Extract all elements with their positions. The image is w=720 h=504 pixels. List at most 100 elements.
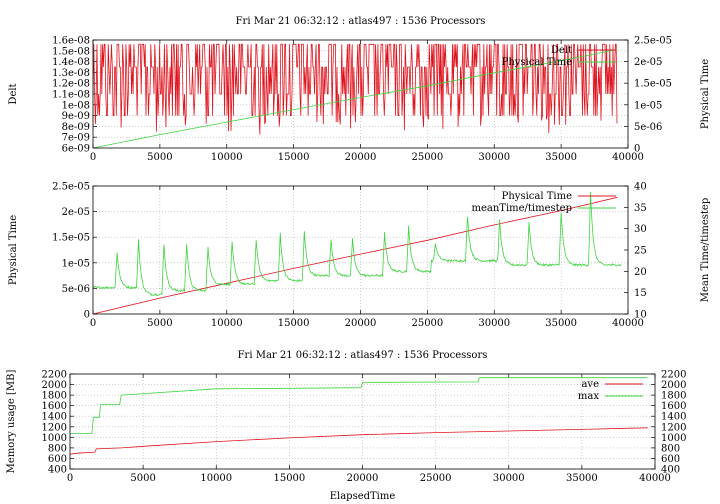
x-tick-label: 40000: [612, 152, 644, 163]
x-tick-label: 10000: [211, 318, 243, 329]
y2-tick-label: 40: [634, 182, 647, 193]
y2-tick-label: 1800: [661, 391, 686, 402]
x-tick-label: 20000: [345, 152, 377, 163]
y2-tick-label: 15: [634, 288, 647, 299]
x-tick-label: 10000: [211, 152, 243, 163]
y2-tick-label: 0: [634, 144, 640, 155]
legend-label: Delt: [551, 45, 572, 56]
x-tick-label: 5000: [147, 152, 172, 163]
series-line-delt: [93, 43, 618, 135]
y-tick-label: 1400: [42, 412, 67, 423]
x-tick-label: 40000: [612, 318, 644, 329]
y2-tick-label: 30: [634, 224, 647, 235]
memory-usage-chart: Fri Mar 21 06:32:12 : atlas497 : 1536 Pr…: [6, 350, 686, 502]
y2-axis-label: Physical Time: [700, 59, 711, 129]
plot-area: [93, 191, 622, 314]
x-tick-label: 40000: [639, 473, 671, 484]
x-tick-label: 25000: [420, 473, 452, 484]
y2-tick-label: 5e-06: [634, 122, 662, 133]
y-tick-label: 1.1e-08: [52, 90, 90, 101]
y-tick-label: 1.5e-08: [52, 46, 90, 57]
x-tick-label: 15000: [278, 152, 310, 163]
x-tick-label: 35000: [566, 473, 598, 484]
y-tick-label: 800: [48, 443, 67, 454]
y-tick-label: 1e-08: [62, 100, 90, 111]
y-tick-label: 0: [84, 310, 90, 321]
plot-frame: [92, 39, 629, 149]
plot-frame: [92, 185, 629, 315]
chart-title: Fri Mar 21 06:32:12 : atlas497 : 1536 Pr…: [238, 350, 488, 361]
y2-tick-label: 1000: [661, 433, 686, 444]
x-tick-label: 5000: [147, 318, 172, 329]
y-tick-label: 1e-05: [62, 258, 90, 269]
y2-tick-label: 1200: [661, 422, 686, 433]
legend-label: ave: [581, 379, 599, 390]
series-line-physical-time: [93, 49, 618, 148]
delt-physical-time-chart: Fri Mar 21 06:32:12 : atlas497 : 1536 Pr…: [8, 16, 711, 163]
x-tick-label: 35000: [545, 152, 577, 163]
y2-tick-label: 25: [634, 246, 647, 257]
y2-tick-label: 400: [661, 465, 680, 476]
x-tick-label: 30000: [478, 318, 510, 329]
y-tick-label: 1.2e-08: [52, 79, 90, 90]
x-tick-label: 0: [90, 152, 96, 163]
y-tick-label: 1800: [42, 391, 67, 402]
y-axis-label: Physical Time: [8, 215, 19, 285]
y2-axis-label: Mean Time/timestep: [700, 198, 711, 302]
y-tick-label: 1600: [42, 401, 67, 412]
legend-label: Physical Time: [502, 57, 572, 68]
y-tick-label: 2.5e-05: [52, 182, 90, 193]
y-tick-label: 2200: [42, 370, 67, 381]
series-line-physical-time: [93, 196, 618, 314]
plot-area: [70, 377, 648, 455]
y-tick-label: 2000: [42, 380, 67, 391]
x-tick-label: 15000: [278, 318, 310, 329]
y2-tick-label: 2.5e-05: [634, 36, 672, 47]
series-line-meantime-timestep: [93, 191, 622, 297]
y-tick-label: 400: [48, 465, 67, 476]
y2-tick-label: 600: [661, 454, 680, 465]
series-line-ave: [70, 427, 648, 455]
x-tick-label: 5000: [130, 473, 155, 484]
y2-tick-label: 2200: [661, 370, 686, 381]
x-tick-label: 25000: [411, 318, 443, 329]
y-tick-label: 1.5e-05: [52, 233, 90, 244]
x-tick-label: 0: [90, 318, 96, 329]
y-tick-label: 6e-09: [62, 144, 90, 155]
chart-title: Fri Mar 21 06:32:12 : atlas497 : 1536 Pr…: [236, 16, 486, 27]
y2-tick-label: 1400: [661, 412, 686, 423]
y2-tick-label: 20: [634, 267, 647, 278]
y-tick-label: 7e-09: [62, 133, 90, 144]
x-tick-label: 35000: [545, 318, 577, 329]
legend-label: meanTime/timestep: [471, 203, 572, 214]
y-tick-label: 1.6e-08: [52, 36, 90, 47]
x-tick-label: 25000: [411, 152, 443, 163]
y2-tick-label: 800: [661, 443, 680, 454]
y-axis-label: Memory usage [MB]: [6, 370, 17, 474]
y2-tick-label: 2000: [661, 380, 686, 391]
y-axis-label: Delt: [8, 83, 19, 104]
series-line-max: [70, 377, 648, 434]
y-tick-label: 2e-05: [62, 207, 90, 218]
physical-time-mean-timestep-chart: 0 5000 10000 15000 20000 25000 30000 35000 40000…: [8, 182, 711, 330]
y2-tick-label: 2e-05: [634, 57, 662, 68]
y2-tick-label: 1.5e-05: [634, 79, 672, 90]
plot-area: [93, 43, 618, 148]
plot-frame: [69, 373, 656, 470]
x-tick-label: 20000: [347, 473, 379, 484]
y-tick-label: 1200: [42, 422, 67, 433]
y2-tick-label: 10: [634, 310, 647, 321]
x-tick-label: 15000: [273, 473, 305, 484]
y2-tick-label: 35: [634, 203, 647, 214]
y-tick-label: 1.3e-08: [52, 68, 90, 79]
x-tick-label: 10000: [200, 473, 232, 484]
x-tick-label: 0: [67, 473, 73, 484]
legend-label: max: [578, 391, 599, 402]
y-tick-label: 9e-09: [62, 111, 90, 122]
y-tick-label: 1000: [42, 433, 67, 444]
y-tick-label: 600: [48, 454, 67, 465]
x-tick-label: 20000: [345, 318, 377, 329]
x-tick-label: 30000: [478, 152, 510, 163]
x-axis-label: ElapsedTime: [330, 491, 396, 502]
